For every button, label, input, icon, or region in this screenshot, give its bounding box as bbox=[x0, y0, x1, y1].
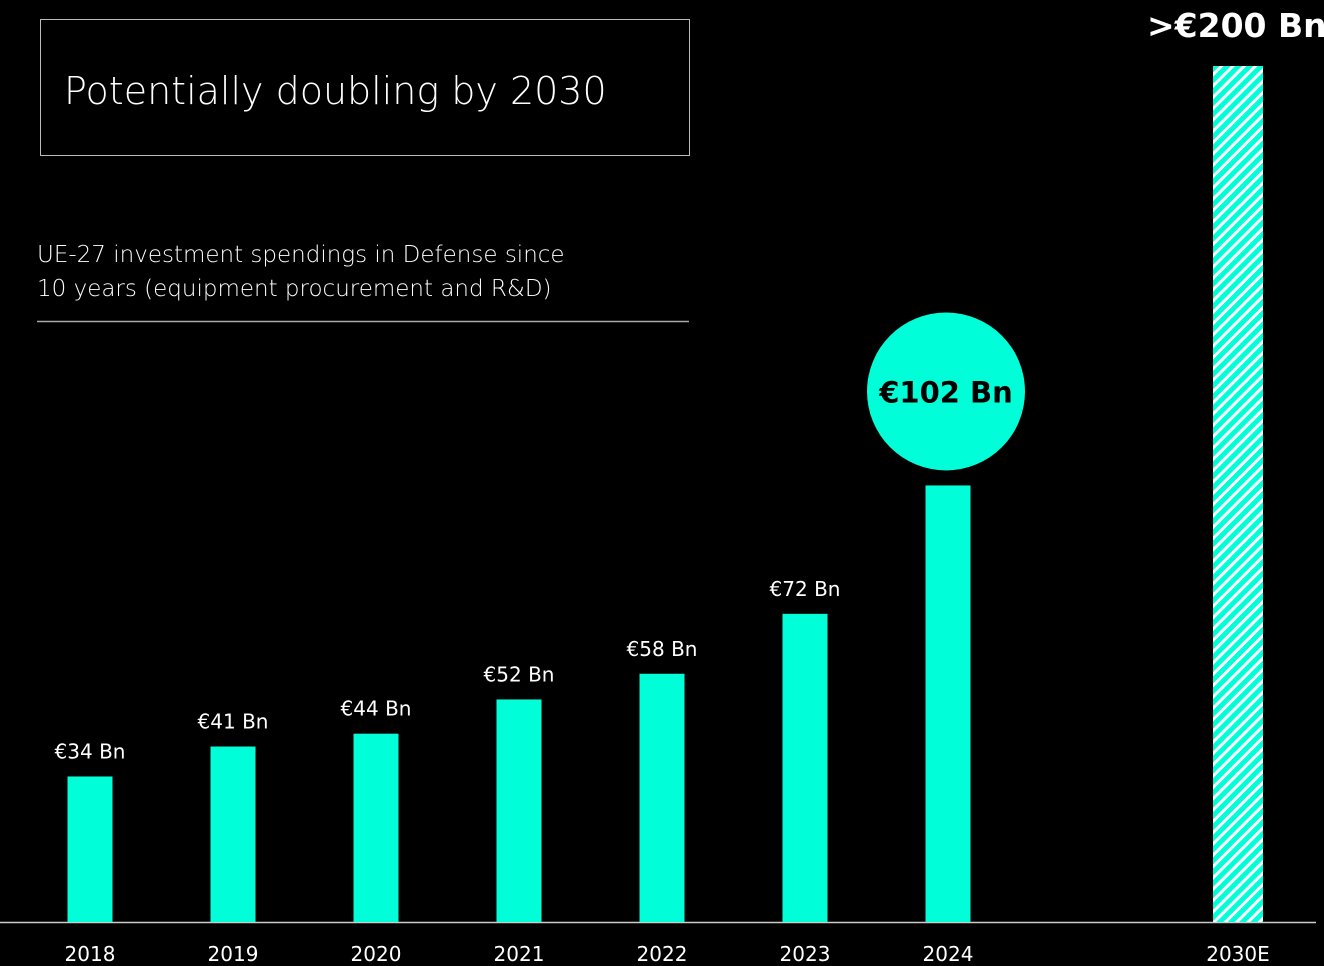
x-tick-label: 2024 bbox=[923, 942, 974, 966]
chart-title: Potentially doubling by 2030 bbox=[64, 69, 607, 113]
value-label: €52 Bn bbox=[484, 662, 555, 686]
value-label: €102 Bn bbox=[878, 375, 1013, 409]
bar bbox=[782, 613, 828, 922]
x-tick-label: 2021 bbox=[494, 942, 545, 966]
x-tick-label: 2030E bbox=[1206, 942, 1270, 966]
title-box bbox=[40, 19, 690, 156]
subtitle: 10 years (equipment procurement and R&D) bbox=[37, 276, 552, 302]
x-tick-label: 2022 bbox=[637, 942, 688, 966]
value-label: €34 Bn bbox=[55, 739, 126, 763]
x-tick-label: 2020 bbox=[351, 942, 402, 966]
bar bbox=[67, 776, 113, 922]
subtitle: UE-27 investment spendings in Defense si… bbox=[37, 242, 565, 268]
value-label: €41 Bn bbox=[198, 710, 269, 734]
bar bbox=[639, 673, 685, 922]
value-label: >€200 Bn bbox=[1147, 6, 1324, 45]
x-tick-label: 2018 bbox=[65, 942, 116, 966]
value-label: €58 Bn bbox=[627, 637, 698, 661]
value-label: €72 Bn bbox=[770, 577, 841, 601]
x-tick-label: 2019 bbox=[208, 942, 259, 966]
bar bbox=[925, 485, 971, 922]
highlight-circle bbox=[867, 312, 1025, 471]
value-label: €44 Bn bbox=[341, 697, 412, 721]
x-tick-label: 2023 bbox=[780, 942, 831, 966]
bar bbox=[210, 746, 256, 922]
bar bbox=[353, 733, 399, 922]
bar bbox=[496, 699, 542, 922]
bar bbox=[1213, 66, 1263, 922]
